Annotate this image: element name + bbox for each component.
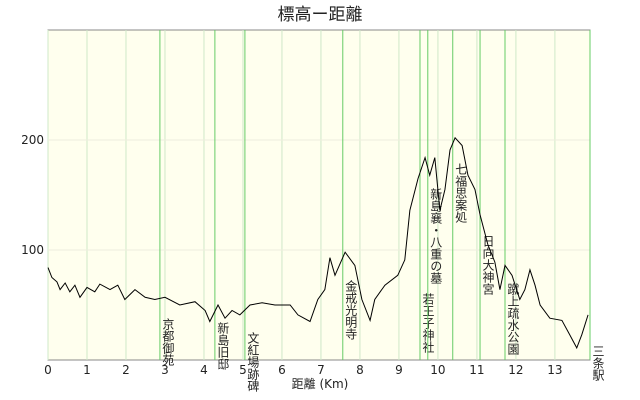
landmark-label: 文紅場跡碑 — [246, 331, 260, 392]
x-tick-label: 9 — [395, 363, 403, 377]
x-tick-label: 4 — [200, 363, 208, 377]
x-tick-label: 11 — [469, 363, 484, 377]
landmark-label: 七福思案処 — [454, 163, 468, 224]
x-tick-label: 10 — [430, 363, 445, 377]
y-tick-label: 200 — [21, 133, 44, 147]
x-tick-label: 8 — [356, 363, 364, 377]
x-tick-label: 12 — [508, 363, 523, 377]
x-tick-label: 5 — [239, 363, 247, 377]
x-tick-label: 0 — [44, 363, 52, 377]
x-tick-label: 6 — [278, 363, 286, 377]
landmark-label: 新島旧邸 — [216, 321, 230, 370]
landmark-label: 日向大神宮 — [481, 235, 495, 295]
x-tick-label: 2 — [122, 363, 130, 377]
x-tick-label: 13 — [547, 363, 562, 377]
x-tick-label: 1 — [83, 363, 91, 377]
x-tick-label: 3 — [161, 363, 169, 377]
y-tick-label: 100 — [21, 243, 44, 257]
landmark-label: 京都御苑 — [161, 318, 175, 367]
landmark-label: 新島襄・八重の墓 — [429, 187, 443, 284]
elevation-line — [47, 136, 589, 350]
x-axis-title: 距離 (Km) — [292, 377, 349, 391]
landmark-label: 蹴上疏水公園 — [506, 283, 520, 355]
plot-area — [47, 29, 591, 361]
x-tick-label: 7 — [317, 363, 325, 377]
landmark-label: 三条駅 — [591, 345, 605, 382]
landmark-label: 金戒光明寺 — [344, 279, 358, 340]
chart-title: 標高ー距離 — [278, 5, 363, 25]
